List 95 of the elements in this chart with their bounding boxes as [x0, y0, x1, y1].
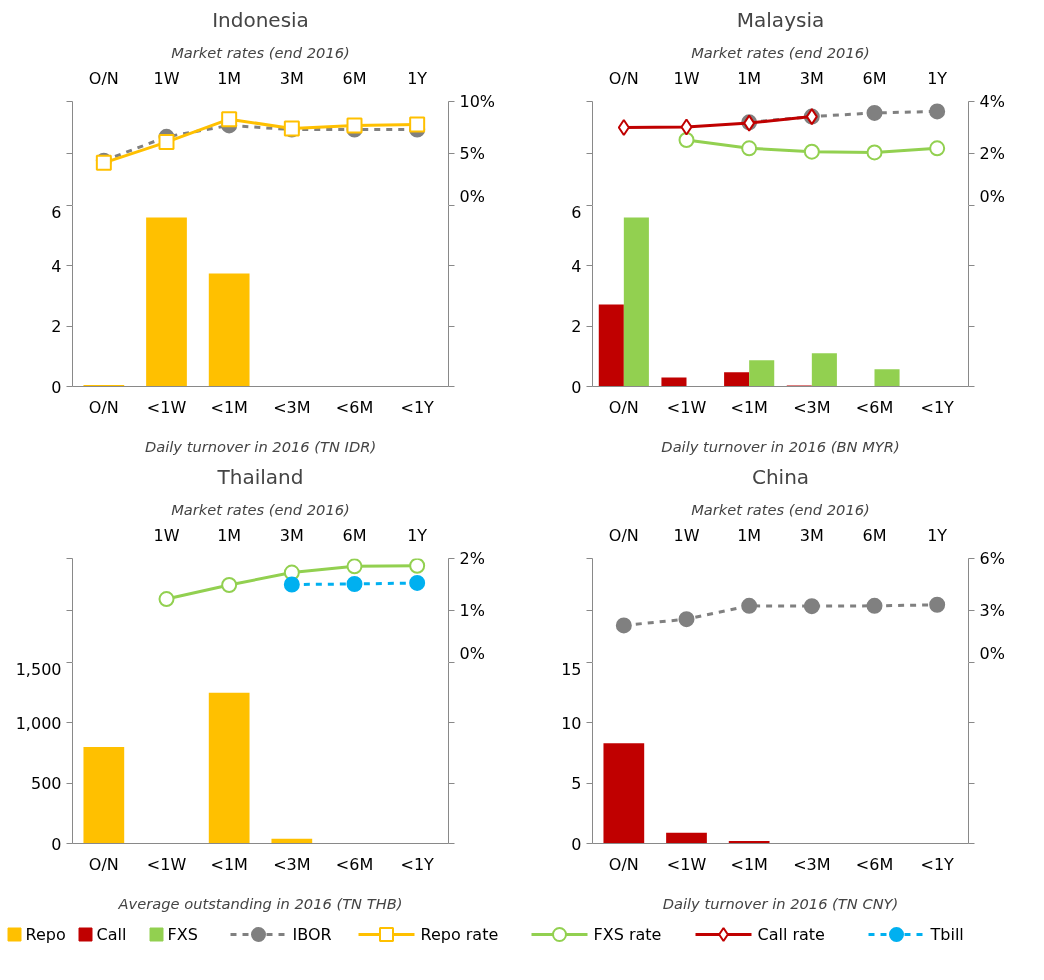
x-tick-label: 6M — [342, 68, 367, 88]
y-tick-label: 4 — [571, 256, 582, 276]
chart-subtitle: Market rates (end 2016) — [691, 500, 870, 518]
x-tick-label: <1W — [146, 854, 187, 874]
x-tick-label: 3M — [279, 68, 304, 88]
x-tick-label: <1M — [730, 854, 768, 874]
y2-tick-label: 5% — [459, 144, 485, 163]
x-tick-label: <1Y — [400, 397, 435, 417]
chart-title: China — [751, 464, 810, 489]
x-axis-title: Daily turnover in 2016 (TN CNY) — [662, 894, 899, 912]
y-tick-label: 6 — [51, 202, 62, 222]
legend-label: Repo rate — [420, 925, 499, 944]
y2-tick-label: 4% — [979, 92, 1005, 111]
chart-title: Malaysia — [736, 7, 825, 32]
legend-label: IBOR — [292, 925, 332, 944]
y2-tick-label: 0% — [979, 643, 1005, 663]
x-tick-label: <1Y — [920, 397, 955, 417]
x-tick-label: 1Y — [927, 68, 948, 88]
y2-tick-label: 0% — [459, 643, 485, 663]
x-tick-label: <3M — [793, 397, 831, 417]
y2-tick-label: 10% — [459, 92, 496, 111]
x-tick-label: <3M — [793, 854, 831, 874]
x-tick-label: O/N — [608, 68, 639, 88]
x-tick-label: 6M — [342, 525, 367, 545]
x-tick-label: <3M — [273, 854, 311, 874]
y-tick-label: 4 — [51, 256, 62, 276]
y2-tick-label: 2% — [459, 549, 485, 568]
x-tick-label: <1W — [666, 854, 707, 874]
y-tick-label: 2 — [51, 317, 62, 337]
x-axis-title: Daily turnover in 2016 (TN IDR) — [144, 437, 377, 455]
y-tick-label: 6 — [571, 202, 582, 222]
y2-tick-label: 6% — [979, 549, 1005, 568]
y-tick-label: 15 — [561, 659, 582, 679]
y-tick-label: 2 — [571, 317, 582, 337]
y-tick-label: 1,000 — [15, 713, 62, 733]
x-tick-label: 1M — [217, 68, 242, 88]
x-tick-label: 1M — [217, 525, 242, 545]
legend-label: Tbill — [929, 925, 964, 944]
x-tick-label: <1Y — [920, 854, 955, 874]
x-tick-label: O/N — [608, 525, 639, 545]
legend-label: Repo — [25, 925, 66, 944]
x-tick-label: 1M — [737, 68, 762, 88]
y-tick-label: 10 — [561, 713, 582, 733]
x-tick-label: <6M — [855, 854, 894, 874]
x-tick-label: 1W — [673, 525, 700, 545]
y-tick-label: 1,500 — [15, 659, 62, 679]
chart-subtitle: Market rates (end 2016) — [171, 500, 350, 518]
x-tick-label: <3M — [273, 397, 311, 417]
x-tick-label: 6M — [862, 525, 887, 545]
y2-tick-label: 2% — [979, 144, 1005, 163]
y-tick-label: 0 — [571, 377, 582, 397]
x-tick-label: 1Y — [927, 525, 948, 545]
x-tick-label: <1Y — [400, 854, 435, 874]
legend-label: FXS rate — [593, 925, 662, 944]
x-tick-label: 1W — [153, 68, 180, 88]
y-tick-label: 0 — [571, 834, 582, 854]
legend-label: Call — [96, 925, 127, 944]
chart-subtitle: Market rates (end 2016) — [171, 43, 350, 61]
chart-title: Indonesia — [212, 7, 309, 32]
x-tick-label: <1W — [146, 397, 187, 417]
y-tick-label: 0 — [51, 834, 62, 854]
x-tick-label: <6M — [855, 397, 894, 417]
y-tick-label: 500 — [30, 774, 62, 794]
x-tick-label: O/N — [88, 854, 119, 874]
chart-subtitle: Market rates (end 2016) — [691, 43, 870, 61]
x-tick-label: 1W — [673, 68, 700, 88]
x-tick-label: O/N — [88, 397, 119, 417]
y2-tick-label: 3% — [979, 601, 1005, 620]
x-tick-label: <6M — [335, 397, 374, 417]
legend-label: FXS — [167, 925, 198, 944]
y-tick-label: 0 — [51, 377, 62, 397]
x-axis-title: Average outstanding in 2016 (TN THB) — [117, 894, 403, 912]
legend-label: Call rate — [757, 925, 825, 944]
x-tick-label: <6M — [335, 854, 374, 874]
x-tick-label: O/N — [88, 68, 119, 88]
x-tick-label: 3M — [799, 68, 824, 88]
x-tick-label: 6M — [862, 68, 887, 88]
y2-tick-label: 0% — [459, 186, 485, 206]
x-tick-label: <1M — [210, 854, 248, 874]
x-tick-label: <1M — [210, 397, 248, 417]
x-tick-label: 3M — [799, 525, 824, 545]
x-tick-label: 3M — [279, 525, 304, 545]
x-tick-label: O/N — [608, 397, 639, 417]
x-tick-label: 1Y — [407, 525, 428, 545]
y2-tick-label: 1% — [459, 601, 485, 620]
x-axis-title: Daily turnover in 2016 (BN MYR) — [661, 437, 900, 455]
x-tick-label: O/N — [608, 854, 639, 874]
y-tick-label: 5 — [571, 774, 582, 794]
x-tick-label: 1Y — [407, 68, 428, 88]
y2-tick-label: 0% — [979, 186, 1005, 206]
x-tick-label: <1W — [666, 397, 707, 417]
x-tick-label: 1M — [737, 525, 762, 545]
x-tick-label: <1M — [730, 397, 768, 417]
chart-title: Thailand — [216, 464, 304, 489]
x-tick-label: 1W — [153, 525, 180, 545]
